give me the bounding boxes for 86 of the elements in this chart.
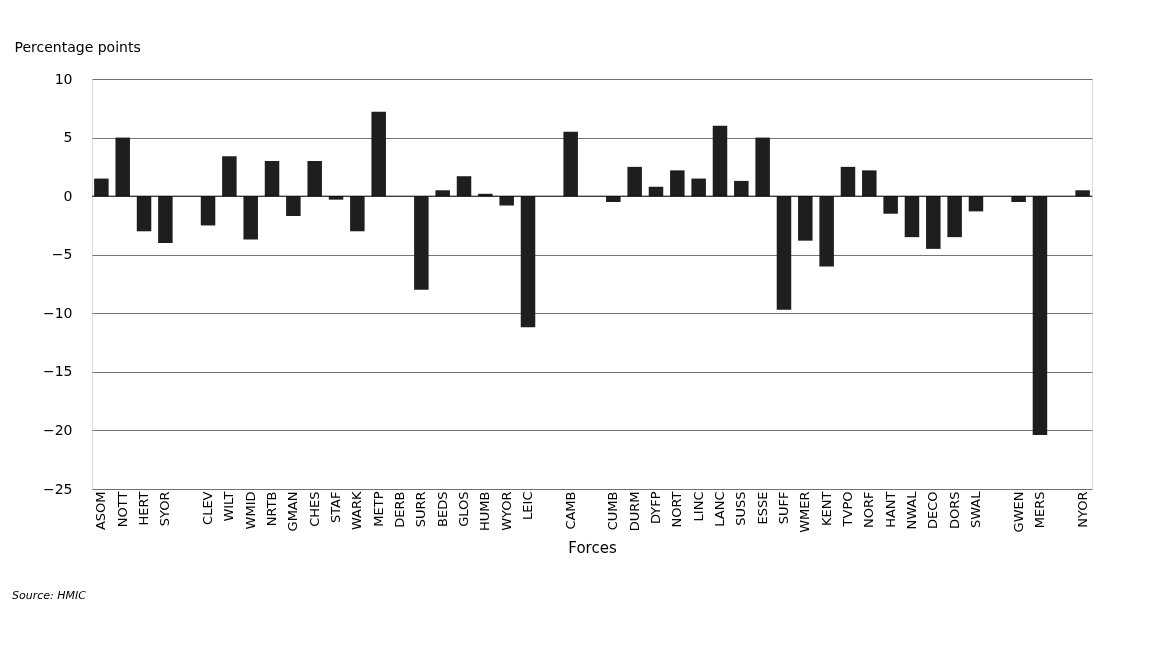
bar: [520, 196, 536, 328]
x-tick-label: METP: [370, 491, 386, 527]
bar: [222, 156, 237, 197]
bar: [627, 166, 642, 197]
bar: [286, 196, 301, 217]
bar: [926, 196, 941, 249]
bar: [158, 196, 173, 243]
bar: [136, 196, 152, 232]
y-axis-title: Percentage points: [14, 38, 141, 55]
bar: [115, 137, 130, 197]
x-tick-label: GMAN: [285, 491, 301, 532]
y-tick-label: −25: [42, 480, 73, 497]
x-tick-label: NOTT: [114, 491, 130, 528]
x-tick-label: TVPO: [839, 491, 855, 528]
x-tick-label: DURM: [626, 491, 642, 532]
x-tick-label: DECO: [925, 491, 941, 530]
y-tick-label: 10: [54, 70, 73, 87]
x-tick-label: LEIC: [520, 491, 536, 520]
x-tick-label: SUFF: [775, 491, 791, 525]
bar: [307, 161, 322, 197]
x-tick-label: GWEN: [1010, 491, 1026, 533]
x-tick-label: DERB: [392, 491, 408, 528]
x-tick-label: WYOR: [498, 491, 514, 531]
x-tick-label: SWAL: [967, 490, 983, 529]
x-tick-label: WMER: [797, 491, 813, 533]
x-tick-label: LANC: [711, 491, 727, 527]
x-tick-label: GLOS: [456, 491, 472, 527]
x-tick-label: ESSE: [754, 491, 770, 525]
x-tick-label: MERS: [1031, 491, 1047, 529]
y-tick-label: −5: [51, 246, 73, 263]
bar: [840, 166, 856, 197]
y-tick-label: −10: [42, 304, 73, 321]
bar: [734, 180, 749, 197]
y-tick-label: −15: [42, 363, 73, 380]
bar: [947, 196, 962, 238]
x-tick-label: NORT: [669, 491, 685, 528]
x-tick-label: WARK: [349, 491, 365, 531]
bar: [350, 196, 365, 232]
x-tick-label: ASOM: [93, 491, 109, 531]
bar: [904, 196, 920, 238]
y-tick-label: −20: [42, 421, 73, 438]
bar: [94, 178, 109, 197]
bar: [264, 161, 280, 197]
bar: [456, 176, 472, 197]
bar: [691, 178, 706, 197]
bar: [200, 196, 216, 226]
x-tick-label: LINC: [690, 491, 706, 522]
x-tick-label: NYOR: [1074, 491, 1090, 528]
x-tick-label: WMID: [242, 491, 258, 530]
x-tick-label: CLEV: [200, 491, 216, 525]
x-tick-label: SURR: [413, 491, 429, 528]
x-tick-label: NORF: [861, 491, 877, 528]
x-tick-label: BEDS: [434, 491, 450, 527]
bar: [776, 196, 792, 310]
x-tick-label: SYOR: [157, 491, 173, 527]
x-tick-label: DYFP: [647, 491, 663, 525]
x-tick-label: CAMB: [562, 491, 578, 530]
bar: [371, 111, 386, 197]
bar: [563, 131, 578, 197]
x-tick-label: CHES: [306, 491, 322, 527]
bar: [414, 196, 429, 290]
x-tick-label: HERT: [136, 491, 152, 526]
x-tick-label: DORS: [946, 491, 962, 530]
x-tick-label: NRTB: [264, 491, 280, 527]
x-tick-label: HUMB: [477, 491, 493, 531]
bar: [243, 196, 258, 240]
x-tick-label: STAF: [328, 491, 344, 524]
y-tick-label: 0: [63, 187, 73, 204]
x-tick-label: KENT: [818, 491, 834, 526]
x-tick-label: WILT: [221, 491, 237, 522]
x-tick-label: CUMB: [605, 491, 621, 531]
bar: [862, 170, 877, 197]
x-tick-label: HANT: [882, 491, 898, 528]
x-tick-label: SUSS: [733, 491, 749, 526]
bar: [499, 196, 514, 206]
x-axis-title: Forces: [568, 538, 617, 557]
bar: [712, 125, 728, 197]
bar: [755, 137, 770, 197]
bar: [798, 196, 813, 241]
bar: [1032, 196, 1048, 436]
source-note: Source: HMIC: [12, 589, 87, 602]
bar: [883, 196, 898, 214]
bar: [670, 170, 685, 197]
x-tick-label: NWAL: [903, 490, 919, 530]
y-tick-label: 5: [63, 129, 73, 146]
bar: [819, 196, 834, 267]
